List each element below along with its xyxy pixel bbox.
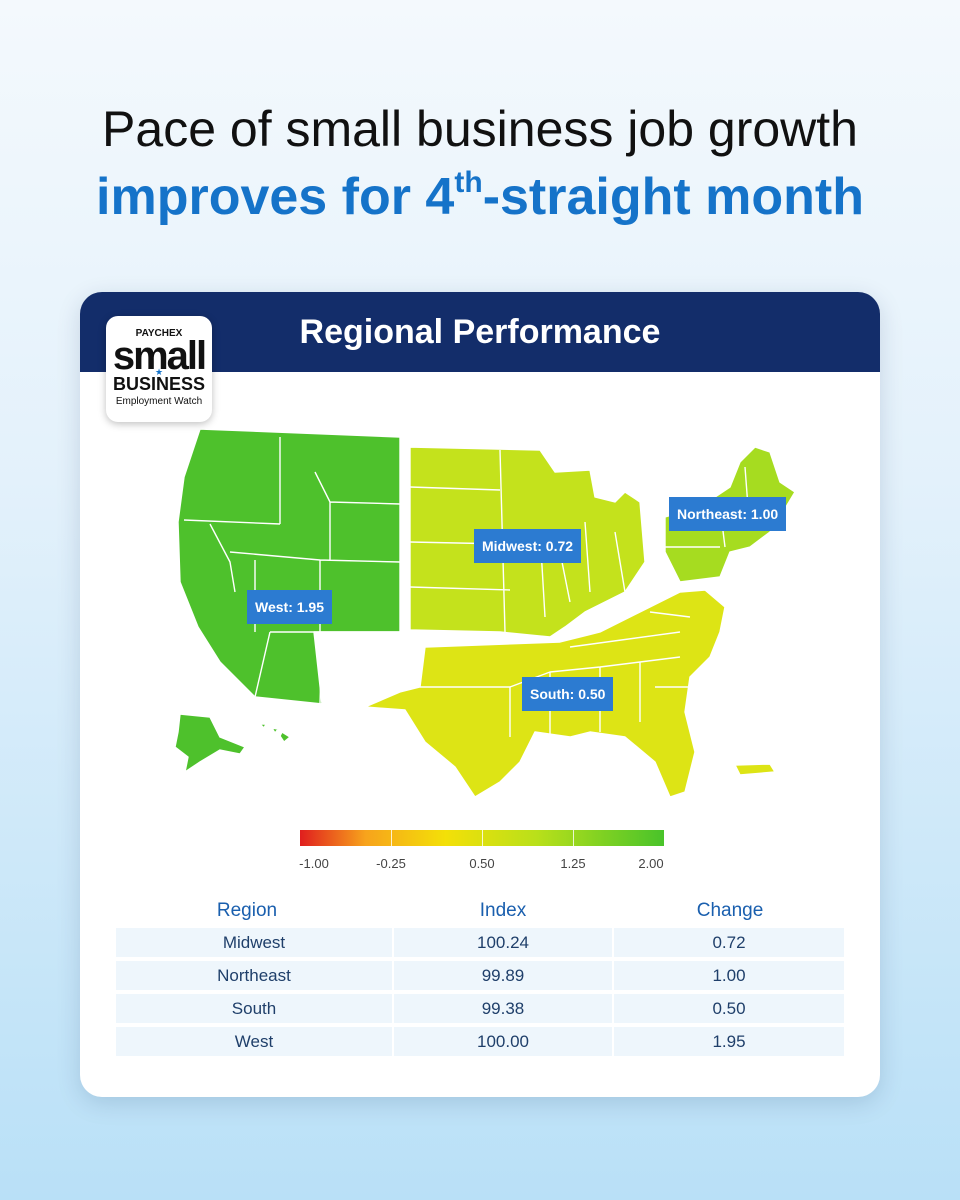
logo-tagline: Employment Watch	[115, 396, 203, 407]
paychex-logo: PAYCHEX small ★ BUSINESS Employment Watc…	[106, 316, 212, 422]
card-title: Regional Performance	[299, 313, 661, 351]
south-state-lines	[420, 611, 691, 737]
label-northeast: Northeast: 1.00	[669, 497, 787, 531]
table-cell-index: 99.38	[394, 994, 612, 1023]
card-header	[80, 292, 880, 372]
table-header-change: Change	[696, 900, 764, 921]
headline-line2: improves for 4th-straight month	[0, 162, 960, 232]
logo-star-icon: ★	[155, 367, 164, 377]
logo-word-business: BUSINESS	[112, 374, 206, 394]
legend-label: 1.25	[560, 856, 586, 871]
legend-label: -0.25	[376, 856, 406, 871]
logo-brand: PAYCHEX	[135, 328, 183, 339]
legend-label: 0.50	[469, 856, 495, 871]
headline-line1: Pace of small business job growth	[102, 101, 858, 157]
table-header-index: Index	[479, 900, 527, 921]
legend-tick-line	[482, 830, 483, 846]
region-west-hawaii	[259, 723, 291, 743]
logo-word-small: small	[112, 334, 207, 378]
table-cell-index: 99.89	[394, 961, 612, 990]
headline-line2-pre: improves for 4	[96, 168, 455, 226]
headline-superscript: th	[454, 166, 483, 199]
headline: Pace of small business job growth improv…	[0, 96, 960, 232]
table-cell-index: 100.24	[394, 928, 612, 957]
table-cell-change: 0.72	[614, 928, 844, 957]
table-cell-index: 100.00	[394, 1027, 612, 1056]
table-cell-change: 1.95	[614, 1027, 844, 1056]
legend-tick-line	[573, 830, 574, 846]
label-south: South: 0.50	[522, 677, 614, 711]
table-cell-change: 1.00	[614, 961, 844, 990]
legend-label: -1.00	[299, 856, 329, 871]
table-cell-region: Midwest	[116, 928, 392, 957]
region-south-puerto-rico	[734, 763, 776, 776]
table-cell-change: 0.50	[614, 994, 844, 1023]
region-west-alaska	[174, 713, 246, 773]
region-west	[177, 428, 401, 705]
headline-line2-post: -straight month	[482, 168, 864, 226]
table-cell-region: South	[116, 994, 392, 1023]
legend-label: 2.00	[638, 856, 664, 871]
table-header-region: Region	[216, 900, 278, 921]
table-cell-region: West	[116, 1027, 392, 1056]
legend-tick-line	[391, 830, 392, 846]
label-midwest: Midwest: 0.72	[474, 529, 582, 563]
regional-performance-card: Regional Performance PAYCHEX small ★ BUS…	[80, 292, 880, 1097]
label-west: West: 1.95	[247, 590, 332, 624]
table-cell-region: Northeast	[116, 961, 392, 990]
